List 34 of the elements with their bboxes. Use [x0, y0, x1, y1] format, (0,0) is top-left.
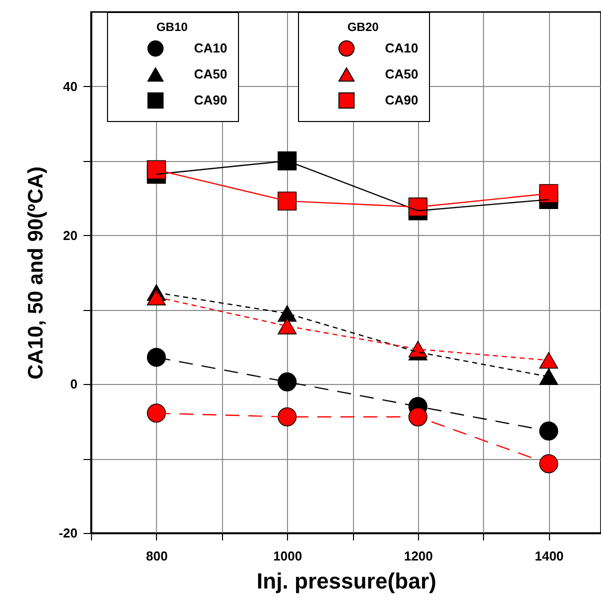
legend-label: CA50 [194, 66, 228, 82]
point [539, 454, 558, 474]
point [278, 372, 297, 392]
point [539, 368, 558, 385]
legend-label: CA10 [194, 40, 228, 56]
point [278, 318, 297, 334]
y-tick-label: 20 [63, 228, 78, 243]
y-tick-label: -20 [58, 526, 78, 540]
point [146, 288, 166, 306]
legend-label: CA10 [385, 40, 418, 56]
point [539, 422, 558, 440]
y-tick-label: 40 [63, 78, 78, 94]
point [408, 340, 428, 358]
point [408, 407, 428, 426]
point [539, 184, 558, 204]
point [146, 348, 166, 367]
point [278, 151, 297, 170]
x-tick-label: 800 [146, 548, 168, 564]
x-axis-title: Inj. pressure(bar) [256, 568, 436, 594]
legend-label: CA90 [385, 92, 418, 108]
y-tick-label: 0 [70, 376, 78, 392]
x-tick-label: 1400 [534, 548, 564, 564]
point [539, 352, 558, 369]
x-tick-label: 1200 [404, 548, 433, 564]
legend-label: CA50 [385, 66, 418, 82]
x-tick-label: 1000 [273, 548, 302, 564]
point [278, 407, 297, 426]
text: GB10 [156, 20, 188, 34]
point [146, 404, 166, 423]
text: GB20 [347, 20, 379, 34]
legend-label: CA90 [194, 92, 228, 108]
y-axis-title: CA10, 50 and 90(ºCA) [24, 166, 48, 380]
point [146, 160, 166, 180]
point [278, 192, 297, 211]
